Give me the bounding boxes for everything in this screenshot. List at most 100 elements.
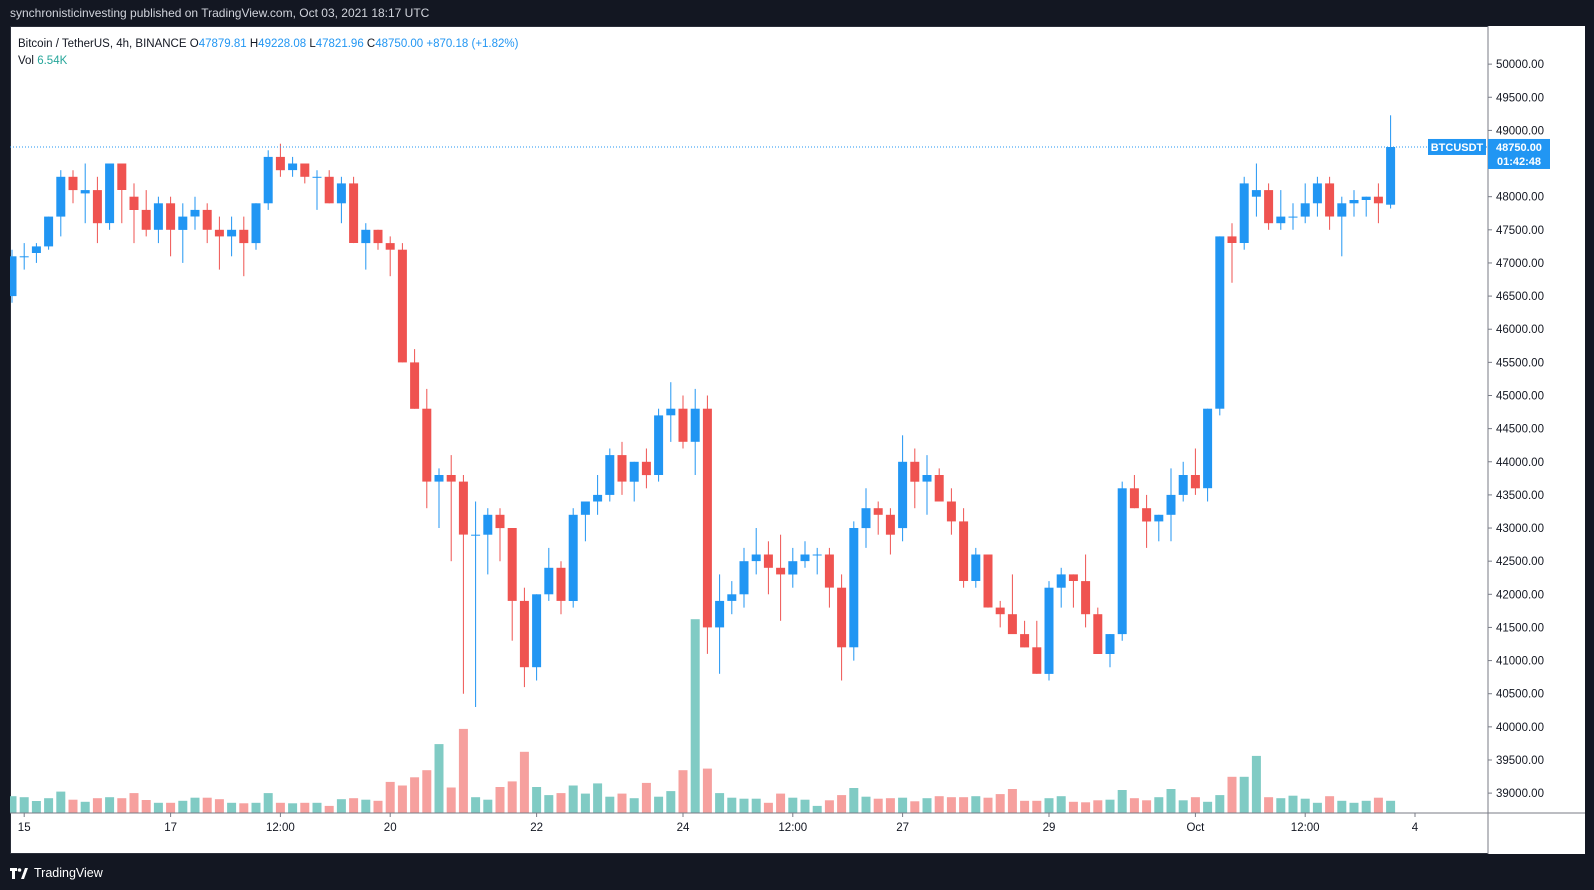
candle-body <box>178 216 188 230</box>
high-value: 49228.08 <box>258 38 307 50</box>
volume-bar <box>934 796 944 813</box>
candle-body <box>1093 614 1103 654</box>
candle-body <box>214 229 224 237</box>
last-price-label: 48750.00 <box>1496 142 1542 154</box>
volume-bar <box>141 800 151 813</box>
time-tick-label: 27 <box>896 822 909 834</box>
low-label: L <box>309 38 316 50</box>
volume-bar <box>971 796 981 813</box>
volume-bar <box>312 802 322 813</box>
price-tick-label: 44000.00 <box>1496 457 1544 469</box>
candle-body <box>153 203 163 230</box>
volume-bar <box>1142 800 1152 814</box>
volume-bar <box>776 793 786 813</box>
volume-bar <box>1361 800 1371 813</box>
volume-bar <box>1276 798 1286 813</box>
volume-bar <box>1337 800 1347 813</box>
candle-body <box>129 196 139 210</box>
volume-bar <box>227 802 237 813</box>
volume-bar <box>922 798 932 813</box>
candle-body <box>1239 183 1249 243</box>
volume-bar <box>788 797 798 813</box>
volume-bar <box>739 798 749 813</box>
volume-bar <box>105 797 115 813</box>
candle-series <box>10 115 1396 707</box>
price-tick-label: 47500.00 <box>1496 225 1544 237</box>
volume-bar <box>1020 800 1030 813</box>
tradingview-logo[interactable]: TradingView <box>10 866 103 880</box>
candle-body <box>275 156 285 171</box>
volume-bar <box>1251 755 1261 813</box>
candle-body <box>849 528 859 648</box>
candle-body <box>190 209 200 217</box>
volume-bar <box>117 798 127 813</box>
low-value: 47821.96 <box>315 38 364 50</box>
volume-bar <box>885 798 895 813</box>
candle-body <box>1276 216 1286 224</box>
volume-bar <box>251 802 261 813</box>
time-tick-label: 12:00 <box>778 822 807 834</box>
candle-body <box>837 587 847 648</box>
candle-body <box>861 508 871 529</box>
volume-bar <box>1386 800 1396 813</box>
volume-bar <box>1178 800 1188 814</box>
candle-body <box>995 607 1005 615</box>
volume-bar <box>727 797 737 813</box>
candle-body <box>1386 147 1396 205</box>
volume-bar <box>800 799 810 813</box>
price-tick-label: 45500.00 <box>1496 357 1544 369</box>
volume-bar <box>983 797 993 813</box>
price-tick-label: 41500.00 <box>1496 622 1544 634</box>
volume-bar <box>422 770 432 813</box>
price-tick-label: 43500.00 <box>1496 490 1544 502</box>
volume-bar <box>959 797 969 813</box>
volume-bar <box>702 768 712 813</box>
candle-body <box>1264 190 1274 224</box>
volume-bar <box>361 799 371 813</box>
candle-body <box>629 461 639 482</box>
volume-bar <box>80 801 90 813</box>
candle-body <box>885 514 895 535</box>
volume-bar <box>1227 776 1237 813</box>
candle-body <box>678 408 688 442</box>
time-tick-label: 20 <box>384 822 397 834</box>
time-tick-label: 24 <box>677 822 690 834</box>
candle-body <box>934 475 944 502</box>
volume-bar <box>1203 801 1213 813</box>
candle-body <box>1251 190 1261 197</box>
time-tick-label: 17 <box>164 822 177 834</box>
close-value: 48750.00 <box>375 38 424 50</box>
volume-bar <box>605 796 615 813</box>
volume-bar <box>824 800 834 814</box>
volume-bar <box>446 787 456 813</box>
candle-body <box>263 156 273 204</box>
volume-bar <box>1166 789 1176 813</box>
candlestick-chart[interactable]: 50000.0049500.0049000.0048500.0048000.00… <box>10 26 1585 854</box>
volume-bar <box>593 783 603 813</box>
volume-bar <box>166 802 176 813</box>
volume-bar <box>44 798 54 813</box>
candle-body <box>312 176 322 178</box>
candle-body <box>580 501 590 515</box>
volume-bar <box>178 800 188 813</box>
volume-bar <box>1373 797 1383 813</box>
volume-bar <box>190 797 200 813</box>
candle-body <box>1215 236 1225 409</box>
candle-body <box>56 176 66 217</box>
candle-body <box>68 176 78 191</box>
volume-bar <box>861 796 871 813</box>
candle-body <box>922 475 932 482</box>
candle-body <box>434 475 444 482</box>
price-tick-label: 46500.00 <box>1496 291 1544 303</box>
publish-info-text: synchronisticinvesting published on Trad… <box>10 6 430 20</box>
candle-body <box>776 567 786 575</box>
candle-body <box>483 514 493 535</box>
last-price-badge <box>1488 138 1550 169</box>
volume-bar <box>410 777 420 813</box>
volume-bar <box>532 787 542 813</box>
candle-body <box>251 203 261 244</box>
candle-body <box>422 408 432 482</box>
open-label: O <box>189 38 199 50</box>
candle-body <box>617 455 627 482</box>
volume-bar <box>275 802 285 813</box>
